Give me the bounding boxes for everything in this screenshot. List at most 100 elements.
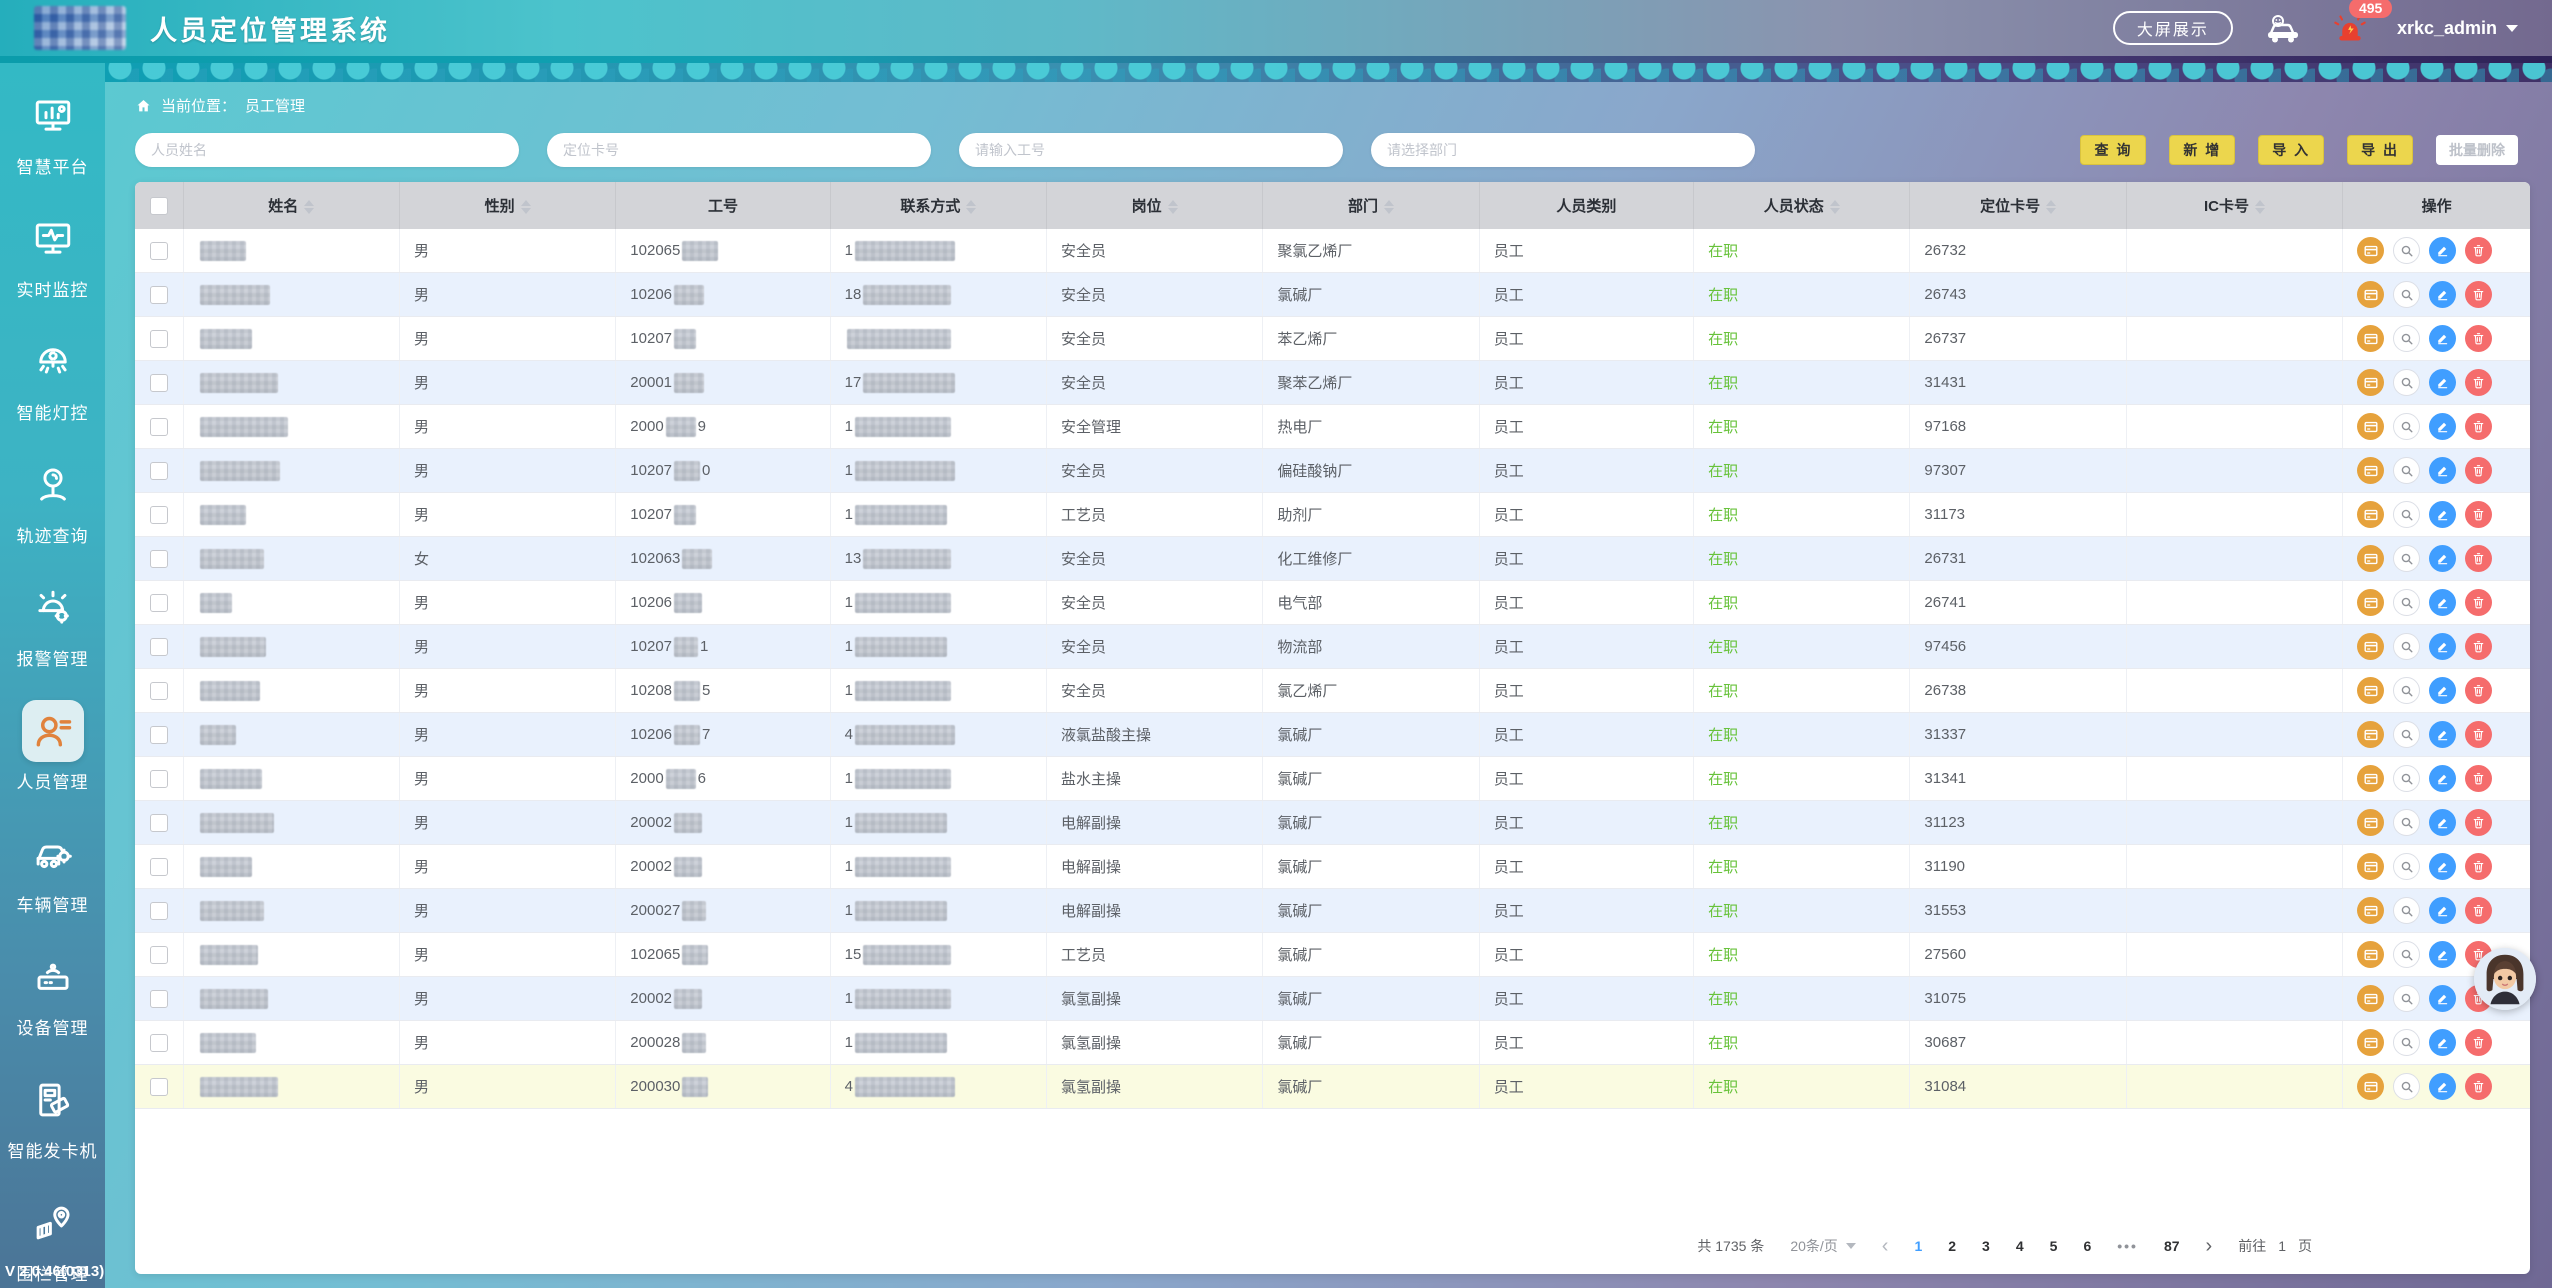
- edit-button[interactable]: [2429, 325, 2457, 352]
- view-button[interactable]: [2393, 721, 2421, 748]
- row-checkbox[interactable]: [149, 945, 168, 964]
- sidebar-item-6[interactable]: 人员管理: [17, 700, 89, 793]
- big-screen-button[interactable]: 大屏展示: [2112, 11, 2233, 45]
- edit-button[interactable]: [2429, 545, 2457, 572]
- sort-icon[interactable]: [966, 200, 977, 215]
- sort-icon[interactable]: [2046, 200, 2057, 215]
- delete-button[interactable]: [2465, 281, 2493, 308]
- card-bind-button[interactable]: [2357, 457, 2385, 484]
- card-bind-button[interactable]: [2357, 237, 2385, 264]
- edit-button[interactable]: [2429, 809, 2457, 836]
- row-checkbox[interactable]: [149, 549, 168, 568]
- sort-icon[interactable]: [520, 200, 531, 215]
- card-bind-button[interactable]: [2357, 1029, 2385, 1056]
- row-checkbox[interactable]: [149, 373, 168, 392]
- sort-icon[interactable]: [2254, 200, 2265, 215]
- export-button[interactable]: 导 出: [2347, 135, 2413, 165]
- delete-button[interactable]: [2465, 853, 2493, 880]
- select-all-checkbox[interactable]: [149, 196, 168, 215]
- sidebar-item-4[interactable]: 轨迹查询: [17, 454, 89, 547]
- card-bind-button[interactable]: [2357, 765, 2385, 792]
- page-number-button[interactable]: 87: [2163, 1238, 2180, 1254]
- view-button[interactable]: [2393, 281, 2421, 308]
- delete-button[interactable]: [2465, 721, 2493, 748]
- delete-button[interactable]: [2465, 809, 2493, 836]
- delete-button[interactable]: [2465, 369, 2493, 396]
- edit-button[interactable]: [2429, 1029, 2457, 1056]
- query-button[interactable]: 查 询: [2080, 135, 2147, 165]
- edit-button[interactable]: [2429, 985, 2457, 1012]
- delete-button[interactable]: [2465, 237, 2493, 264]
- add-button[interactable]: 新 增: [2169, 135, 2236, 165]
- edit-button[interactable]: [2429, 853, 2457, 880]
- assistant-avatar[interactable]: [2474, 948, 2536, 1010]
- page-number-button[interactable]: 1: [1914, 1238, 1923, 1254]
- edit-button[interactable]: [2429, 897, 2457, 924]
- edit-button[interactable]: [2429, 633, 2457, 660]
- page-number-button[interactable]: 2: [1948, 1238, 1957, 1254]
- vehicle-icon[interactable]: [2263, 13, 2303, 43]
- edit-button[interactable]: [2429, 589, 2457, 616]
- row-checkbox[interactable]: [149, 461, 168, 480]
- view-button[interactable]: [2393, 1073, 2421, 1100]
- edit-button[interactable]: [2429, 501, 2457, 528]
- view-button[interactable]: [2393, 633, 2421, 660]
- card-bind-button[interactable]: [2357, 1073, 2385, 1100]
- view-button[interactable]: [2393, 501, 2421, 528]
- view-button[interactable]: [2393, 237, 2421, 264]
- delete-button[interactable]: [2465, 897, 2493, 924]
- card-bind-button[interactable]: [2357, 281, 2385, 308]
- card-bind-button[interactable]: [2357, 985, 2385, 1012]
- delete-button[interactable]: [2465, 325, 2493, 352]
- edit-button[interactable]: [2429, 941, 2457, 968]
- card-bind-button[interactable]: [2357, 413, 2385, 440]
- edit-button[interactable]: [2429, 765, 2457, 792]
- row-checkbox[interactable]: [149, 769, 168, 788]
- person-name-input[interactable]: [135, 133, 519, 167]
- edit-button[interactable]: [2429, 369, 2457, 396]
- row-checkbox[interactable]: [149, 505, 168, 524]
- view-button[interactable]: [2393, 589, 2421, 616]
- prev-page-button[interactable]: ‹: [1881, 1235, 1889, 1257]
- card-bind-button[interactable]: [2357, 325, 2385, 352]
- row-checkbox[interactable]: [149, 1033, 168, 1052]
- delete-button[interactable]: [2465, 413, 2493, 440]
- sidebar-item-7[interactable]: 车辆管理: [17, 823, 89, 916]
- card-bind-button[interactable]: [2357, 809, 2385, 836]
- row-checkbox[interactable]: [149, 681, 168, 700]
- view-button[interactable]: [2393, 545, 2421, 572]
- edit-button[interactable]: [2429, 413, 2457, 440]
- edit-button[interactable]: [2429, 457, 2457, 484]
- card-bind-button[interactable]: [2357, 545, 2385, 572]
- edit-button[interactable]: [2429, 677, 2457, 704]
- user-menu[interactable]: xrkc_admin: [2397, 18, 2518, 39]
- card-bind-button[interactable]: [2357, 501, 2385, 528]
- locating-card-input[interactable]: [547, 133, 931, 167]
- view-button[interactable]: [2393, 1029, 2421, 1056]
- sidebar-item-5[interactable]: 报警管理: [17, 577, 89, 670]
- card-bind-button[interactable]: [2357, 721, 2385, 748]
- card-bind-button[interactable]: [2357, 677, 2385, 704]
- page-number-button[interactable]: 3: [1982, 1238, 1990, 1254]
- view-button[interactable]: [2393, 985, 2421, 1012]
- row-checkbox[interactable]: [149, 901, 168, 920]
- row-checkbox[interactable]: [149, 637, 168, 656]
- alarm-bell-button[interactable]: 495: [2333, 0, 2393, 44]
- view-button[interactable]: [2393, 809, 2421, 836]
- edit-button[interactable]: [2429, 281, 2457, 308]
- edit-button[interactable]: [2429, 721, 2457, 748]
- batch-delete-button[interactable]: 批量删除: [2436, 135, 2518, 165]
- delete-button[interactable]: [2465, 589, 2493, 616]
- sidebar-item-3[interactable]: 智能灯控: [17, 331, 89, 424]
- page-number-button[interactable]: 5: [2049, 1238, 2058, 1254]
- card-bind-button[interactable]: [2357, 589, 2385, 616]
- sidebar-item-9[interactable]: 智能发卡机: [8, 1069, 98, 1162]
- delete-button[interactable]: [2465, 457, 2493, 484]
- page-number-button[interactable]: 6: [2083, 1238, 2092, 1254]
- row-checkbox[interactable]: [149, 989, 168, 1008]
- import-button[interactable]: 导 入: [2258, 135, 2325, 165]
- sort-icon[interactable]: [1167, 200, 1178, 215]
- row-checkbox[interactable]: [149, 329, 168, 348]
- card-bind-button[interactable]: [2357, 633, 2385, 660]
- goto-page-input[interactable]: 1: [2278, 1238, 2286, 1254]
